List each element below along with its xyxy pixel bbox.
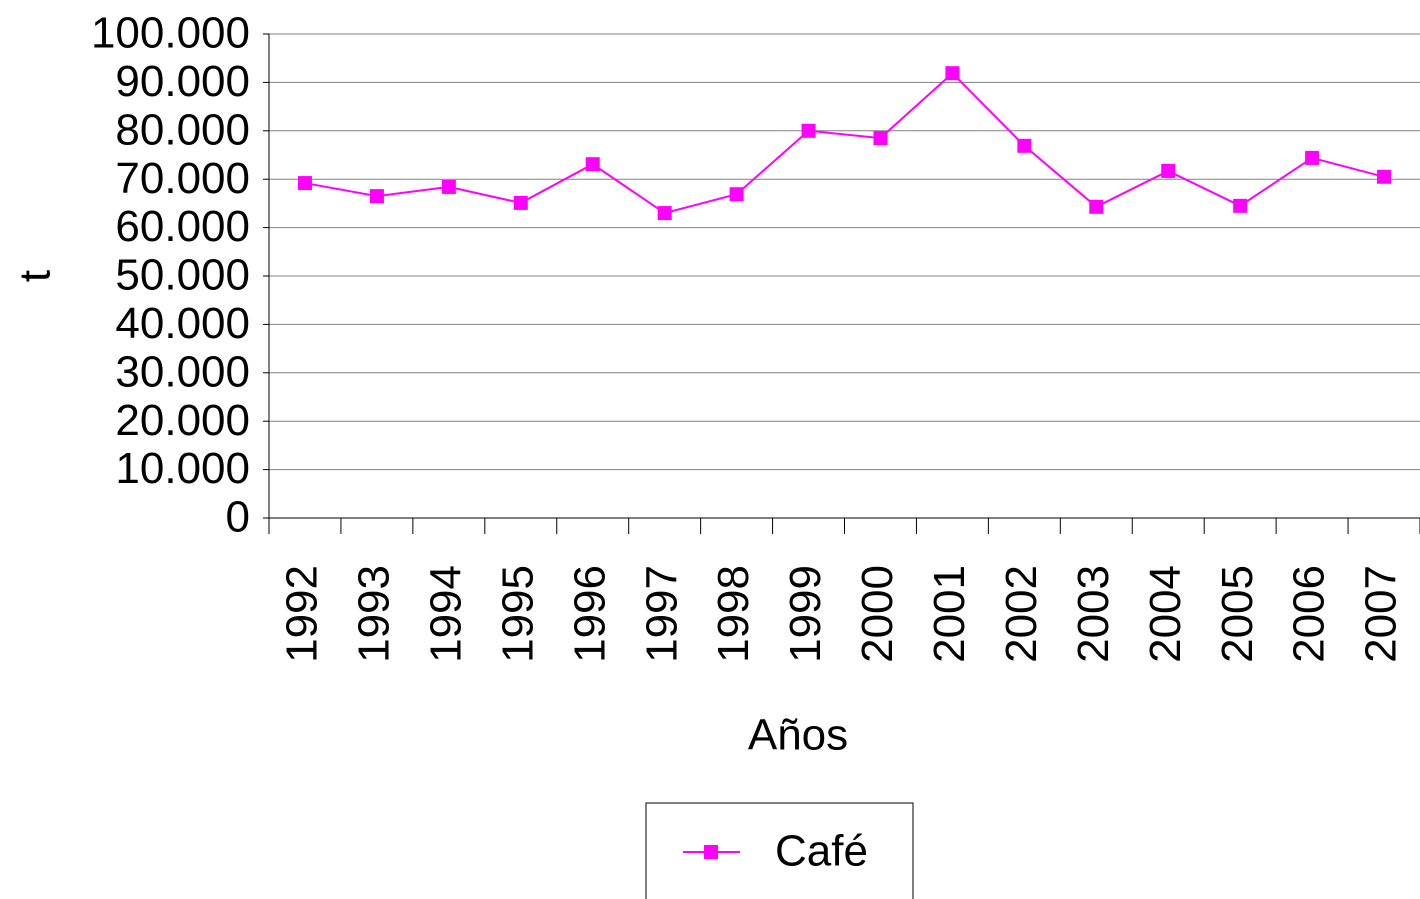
y-tick-label: 60.000 — [115, 202, 250, 251]
marker — [1161, 163, 1176, 178]
y-axis-label: t — [11, 270, 60, 282]
marker — [1377, 169, 1392, 184]
marker — [945, 66, 960, 81]
x-tick-label: 2006 — [1285, 565, 1334, 663]
marker — [585, 157, 600, 172]
x-tick-label: 1997 — [637, 565, 686, 663]
y-tick-label: 20.000 — [115, 396, 250, 445]
marker — [801, 123, 816, 138]
marker — [1305, 150, 1320, 165]
y-tick-label: 0 — [226, 493, 250, 542]
x-tick-label: 1992 — [278, 565, 327, 663]
x-tick-label: 1996 — [565, 565, 614, 663]
y-tick-label: 70.000 — [115, 154, 250, 203]
marker — [1233, 198, 1248, 213]
x-tick-label: 1994 — [421, 565, 470, 663]
y-tick-label: 10.000 — [115, 444, 250, 493]
marker — [1089, 199, 1104, 214]
marker — [1017, 138, 1032, 153]
y-tick-label: 80.000 — [115, 105, 250, 154]
y-tick-label: 50.000 — [115, 251, 250, 300]
marker — [297, 176, 312, 191]
x-tick-label: 1993 — [350, 565, 399, 663]
y-tick-label: 30.000 — [115, 347, 250, 396]
legend-label: Café — [775, 827, 868, 876]
y-tick-label: 90.000 — [115, 57, 250, 106]
x-tick-label: 2003 — [1069, 565, 1118, 663]
marker — [513, 195, 528, 210]
y-tick-label: 100.000 — [91, 9, 250, 58]
x-tick-label: 2007 — [1357, 565, 1406, 663]
y-tick-label: 40.000 — [115, 299, 250, 348]
x-axis-label: Años — [748, 711, 848, 760]
marker — [729, 187, 744, 202]
marker — [441, 179, 456, 194]
x-tick-label: 1998 — [709, 565, 758, 663]
marker — [657, 206, 672, 221]
x-tick-label: 2001 — [925, 565, 974, 663]
x-tick-label: 1999 — [781, 565, 830, 663]
x-tick-label: 1995 — [493, 565, 542, 663]
x-tick-label: 2005 — [1213, 565, 1262, 663]
x-tick-label: 2002 — [997, 565, 1046, 663]
series-line — [304, 71, 1385, 215]
x-tick-label: 2004 — [1141, 565, 1190, 663]
marker — [873, 131, 888, 146]
marker — [369, 189, 384, 204]
x-tick-label: 2000 — [853, 565, 902, 663]
legend-marker — [704, 845, 718, 859]
